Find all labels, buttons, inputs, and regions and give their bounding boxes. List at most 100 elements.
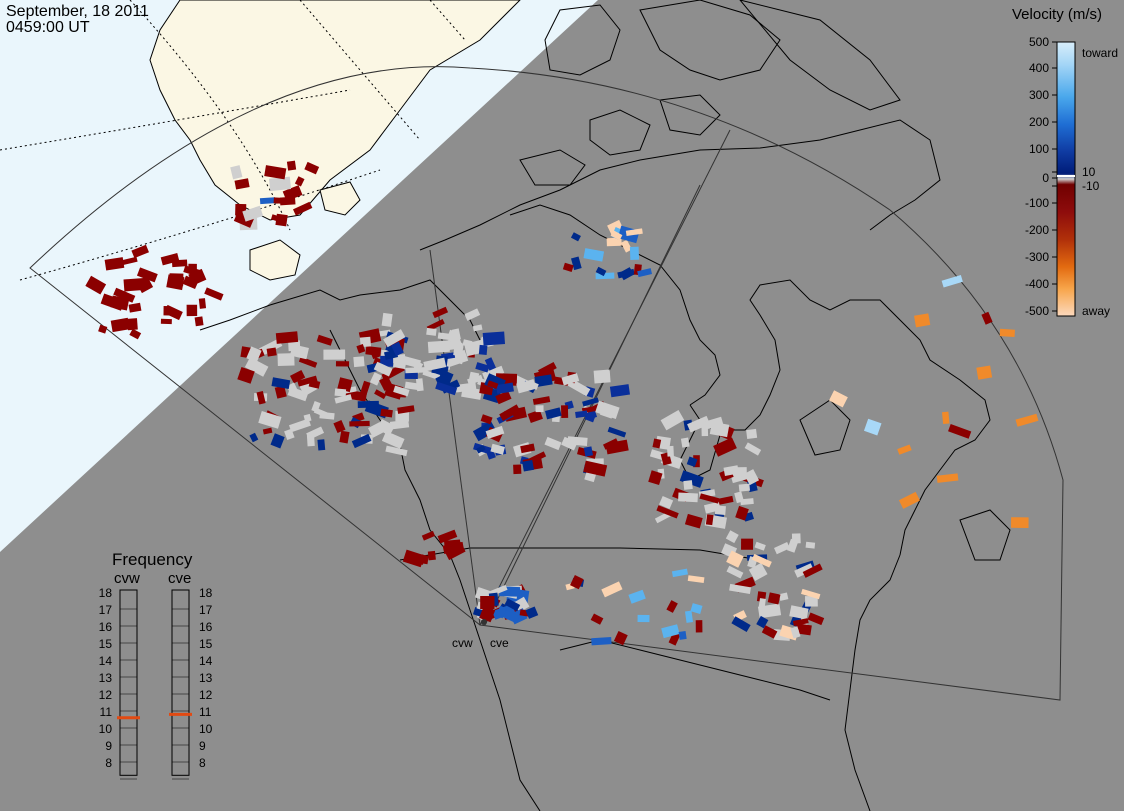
- velocity-cell: [740, 498, 754, 506]
- velocity-cell: [582, 397, 599, 407]
- velocity-cell: [525, 606, 539, 619]
- velocity-cell: [678, 492, 698, 503]
- velocity-cell: [717, 495, 734, 505]
- velocity-cell: [270, 433, 285, 449]
- velocity-cell: [404, 381, 420, 391]
- frequency-scale-box: [119, 589, 138, 776]
- frequency-tick-label: 17: [99, 603, 113, 617]
- velocity-cell: [686, 456, 698, 467]
- velocity-cell: [100, 293, 125, 311]
- velocity-cell: [544, 436, 562, 451]
- velocity-cell: [595, 266, 607, 277]
- velocity-cell: [625, 228, 643, 237]
- velocity-cell: [761, 625, 778, 639]
- velocity-cell: [738, 483, 751, 492]
- cvw-site-label: cvw: [452, 636, 473, 650]
- velocity-cell: [369, 372, 382, 386]
- time-label: 0459:00 UT: [6, 19, 90, 36]
- velocity-cell: [472, 421, 497, 442]
- velocity-cell: [610, 230, 623, 241]
- frequency-tick-label: 13: [199, 671, 213, 685]
- velocity-cell: [437, 529, 458, 544]
- velocity-cell: [426, 327, 437, 336]
- velocity-cell: [790, 626, 801, 639]
- frequency-tick-label: 15: [99, 637, 113, 651]
- radar-sites: cvw cve: [452, 619, 509, 650]
- velocity-cell: [480, 414, 493, 425]
- velocity-cell: [486, 451, 496, 460]
- velocity-cell: [705, 514, 714, 526]
- velocity-cell: [527, 409, 543, 424]
- velocity-cell: [135, 275, 154, 294]
- velocity-cell: [605, 439, 629, 455]
- velocity-cell: [163, 304, 183, 321]
- velocity-legend: Velocity (m/s) 500400300200100100-10-100…: [1012, 6, 1118, 318]
- toward-label: toward: [1082, 46, 1118, 60]
- velocity-cell: [128, 302, 142, 313]
- velocity-cell: [499, 404, 521, 421]
- velocity-cell: [169, 273, 184, 287]
- velocity-cell: [748, 562, 768, 582]
- velocity-cell: [936, 473, 959, 483]
- velocity-cell: [113, 287, 136, 303]
- velocity-cell: [270, 214, 282, 222]
- frequency-tick-label: 12: [199, 688, 213, 702]
- velocity-cell: [357, 400, 379, 408]
- velocity-cell: [268, 176, 292, 192]
- frequency-tick-label: 14: [99, 654, 113, 668]
- frequency-cvw-label: cvw: [114, 570, 140, 587]
- frequency-tick-label: 9: [105, 739, 112, 753]
- velocity-cell: [863, 418, 882, 436]
- velocity-cell: [448, 329, 458, 338]
- velocity-cell: [575, 410, 588, 418]
- velocity-cell: [127, 318, 138, 331]
- velocity-cell: [942, 411, 950, 425]
- velocity-cell: [513, 464, 522, 475]
- velocity-cell: [323, 349, 346, 360]
- velocity-cell: [297, 375, 318, 387]
- frequency-tick-label: 15: [199, 637, 213, 651]
- velocity-cell: [520, 443, 536, 454]
- frequency-legend-title: Frequency: [112, 550, 193, 569]
- velocity-cell: [334, 388, 347, 397]
- velocity-cell: [290, 344, 309, 360]
- velocity-cell: [570, 575, 584, 590]
- velocity-tick-label: -10: [1082, 179, 1100, 193]
- frequency-tick-label: 11: [199, 705, 212, 719]
- frequency-legend: Frequency cvw cve 18 18 17 17 16 16 15 15 14 14 13…: [99, 550, 213, 780]
- velocity-cell: [679, 470, 704, 488]
- velocity-cell: [374, 389, 387, 400]
- velocity-cell: [335, 361, 350, 367]
- velocity-cell: [773, 542, 790, 555]
- velocity-cell: [656, 505, 679, 519]
- velocity-cell: [233, 209, 256, 228]
- velocity-cell: [726, 550, 744, 568]
- velocity-cell: [795, 623, 812, 636]
- velocity-cell: [699, 493, 720, 504]
- velocity-cell: [754, 541, 766, 551]
- velocity-cell: [423, 357, 447, 372]
- velocity-cell: [258, 410, 282, 429]
- velocity-cell: [339, 430, 350, 444]
- velocity-tick-label: 400: [1029, 61, 1049, 75]
- velocity-tick-label: 0: [1042, 171, 1049, 185]
- velocity-cell: [590, 613, 604, 625]
- velocity-tick-label: 300: [1029, 88, 1049, 102]
- velocity-cell: [317, 439, 326, 451]
- velocity-cell: [237, 367, 255, 384]
- velocity-cell: [652, 438, 662, 449]
- velocity-cell: [186, 304, 198, 317]
- velocity-cell: [421, 530, 436, 541]
- velocity-cell: [743, 469, 760, 486]
- velocity-cell: [380, 408, 393, 418]
- velocity-cell: [807, 612, 825, 626]
- velocity-cell: [981, 311, 993, 325]
- velocity-cell: [667, 445, 674, 457]
- velocity-cell: [194, 316, 204, 327]
- velocity-cell: [914, 313, 931, 328]
- velocity-cell: [792, 618, 809, 627]
- velocity-cell: [528, 381, 539, 390]
- velocity-cell: [469, 371, 480, 381]
- velocity-cell: [444, 541, 466, 561]
- velocity-cell: [485, 425, 505, 439]
